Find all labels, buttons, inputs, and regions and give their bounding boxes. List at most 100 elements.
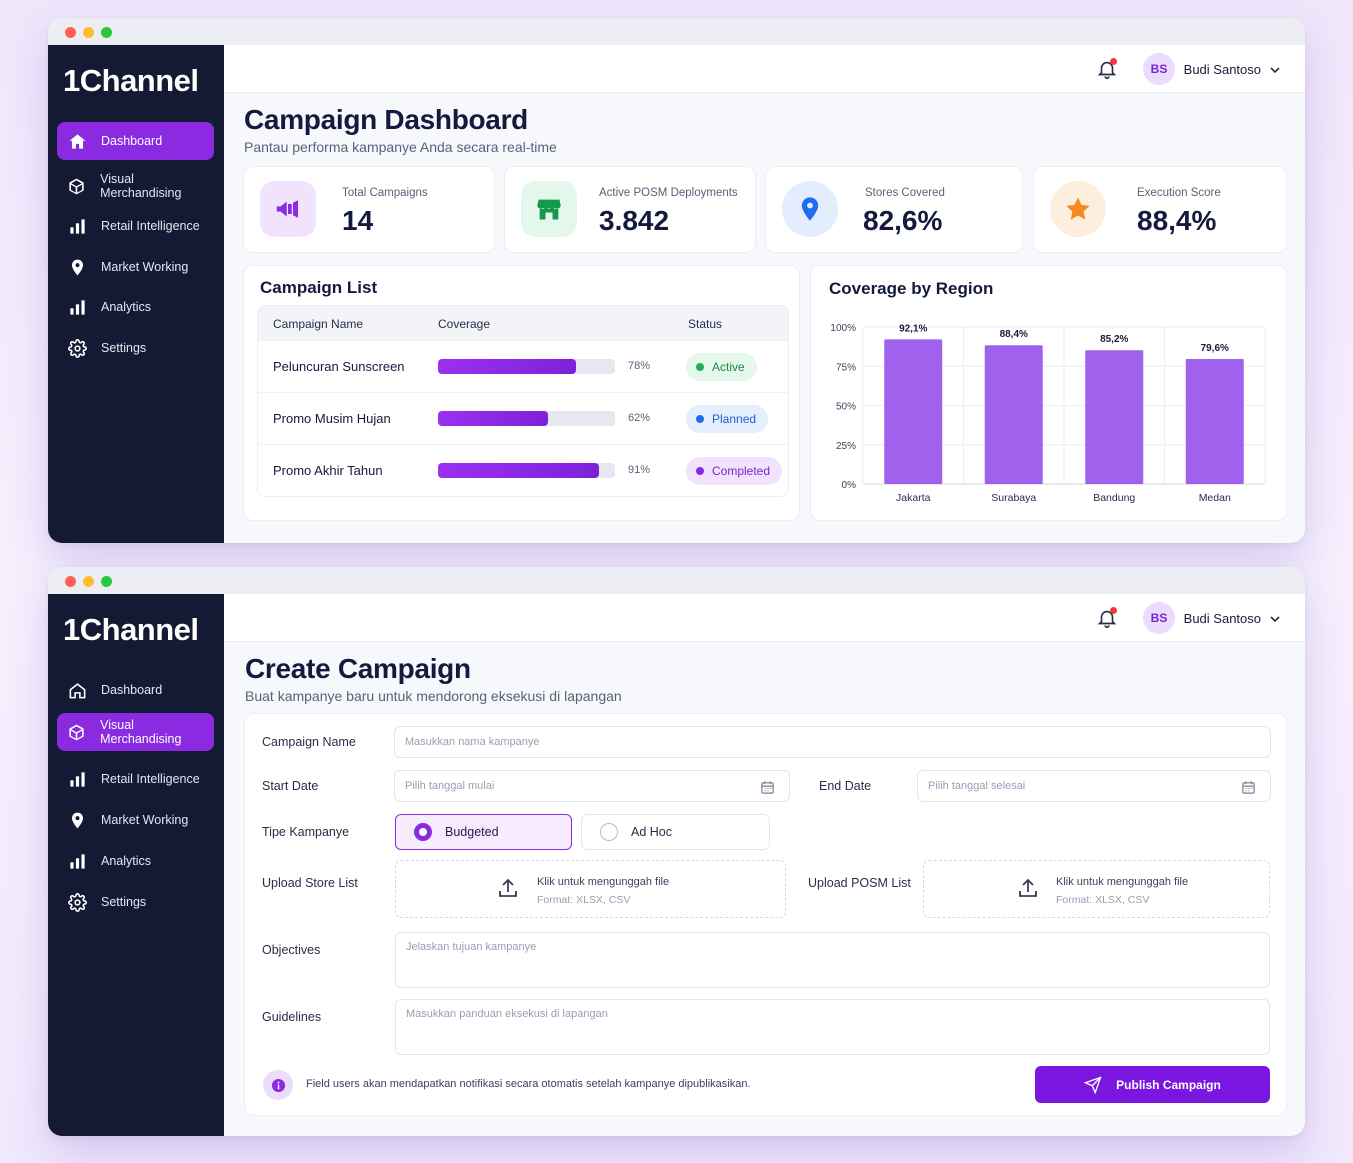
calendar-icon[interactable]: [1241, 780, 1256, 795]
notification-badge: [1110, 607, 1117, 614]
map-pin-icon: [66, 256, 88, 278]
publish-campaign-button[interactable]: Publish Campaign: [1035, 1066, 1270, 1103]
chevron-down-icon[interactable]: [1269, 613, 1281, 625]
upload-store-label: Upload Store List: [262, 876, 358, 890]
column-header-coverage: Coverage: [438, 317, 491, 331]
table-row[interactable]: Peluncuran Sunscreen 78% Active: [258, 340, 788, 392]
column-header-status: Status: [688, 317, 723, 331]
avatar[interactable]: BS: [1143, 602, 1175, 634]
sidebar-item-settings[interactable]: Settings: [57, 329, 214, 367]
sidebar-item-settings[interactable]: Settings: [57, 883, 214, 921]
stat-label: Execution Score: [1137, 187, 1221, 199]
sidebar-item-market-working[interactable]: Market Working: [57, 801, 214, 839]
sidebar-item-label: Retail Intelligence: [101, 772, 200, 786]
section-title: Coverage by Region: [829, 279, 994, 298]
map-pin-icon: [66, 809, 88, 831]
info-message: Field users akan mendapatkan notifikasi …: [306, 1078, 751, 1090]
location-icon: [782, 181, 838, 237]
start-date-placeholder: Pilih tanggal mulai: [405, 780, 495, 792]
campaign-name-label: Campaign Name: [262, 735, 356, 749]
notification-bell-icon[interactable]: [1096, 58, 1118, 80]
create-campaign-window: 1Channel Dashboard Visual Merchandising …: [48, 567, 1305, 1136]
sidebar-item-label: Retail Intelligence: [101, 219, 200, 233]
avatar[interactable]: BS: [1143, 53, 1175, 85]
status-label: Completed: [712, 464, 771, 478]
table-row[interactable]: Promo Musim Hujan 62% Planned: [258, 392, 788, 444]
y-tick-label: 50%: [836, 402, 856, 413]
radio-indicator: [600, 823, 618, 841]
column-header-name: Campaign Name: [273, 317, 364, 331]
sidebar-item-analytics[interactable]: Analytics: [57, 842, 214, 880]
status-label: Planned: [712, 412, 757, 426]
coverage-bar-fill: [438, 359, 577, 374]
sidebar-item-visual-merchandising[interactable]: Visual Merchandising: [57, 713, 214, 751]
minimize-window-button[interactable]: [83, 27, 94, 38]
minimize-window-button[interactable]: [83, 576, 94, 587]
maximize-window-button[interactable]: [101, 27, 112, 38]
page-subtitle: Buat kampanye baru untuk mendorong eksek…: [245, 688, 622, 704]
sidebar-item-label: Market Working: [101, 813, 189, 827]
notification-bell-icon[interactable]: [1096, 607, 1118, 629]
sidebar-item-label: Visual Merchandising: [100, 718, 182, 746]
table-row[interactable]: Promo Akhir Tahun 91% Completed: [258, 444, 788, 496]
chevron-down-icon[interactable]: [1269, 64, 1281, 76]
brand-logo: 1Channel: [63, 63, 199, 98]
close-window-button[interactable]: [65, 576, 76, 587]
radio-label: Budgeted: [445, 825, 499, 839]
sidebar-item-retail-intelligence[interactable]: Retail Intelligence: [57, 207, 214, 245]
campaign-name-input[interactable]: Masukkan nama kampanye: [394, 726, 1271, 758]
page-title: Campaign Dashboard: [244, 104, 528, 135]
megaphone-icon: [260, 181, 316, 237]
x-tick-label: Medan: [1199, 492, 1231, 504]
sidebar-item-market-working[interactable]: Market Working: [57, 248, 214, 286]
user-name[interactable]: Budi Santoso: [1183, 611, 1261, 626]
guidelines-textarea[interactable]: Masukkan panduan eksekusi di lapangan: [395, 999, 1270, 1055]
objectives-textarea[interactable]: Jelaskan tujuan kampanye: [395, 932, 1270, 988]
sidebar-item-label: Settings: [101, 895, 147, 909]
user-name[interactable]: Budi Santoso: [1183, 62, 1261, 77]
sidebar-item-label: Settings: [101, 341, 147, 355]
sidebar-item-dashboard[interactable]: Dashboard: [57, 671, 214, 709]
page-subtitle: Pantau performa kampanye Anda secara rea…: [244, 139, 557, 155]
maximize-window-button[interactable]: [101, 576, 112, 587]
upload-store-dropzone[interactable]: Klik untuk mengunggah file Format: XLSX,…: [395, 860, 786, 918]
bar-chart-icon: [66, 215, 88, 237]
sidebar-item-dashboard[interactable]: Dashboard: [57, 122, 214, 160]
upload-posm-dropzone[interactable]: Klik untuk mengunggah file Format: XLSX,…: [923, 860, 1270, 918]
status-dot: [696, 363, 704, 371]
end-date-input[interactable]: Pilih tanggal selesai: [917, 770, 1271, 802]
sidebar-item-retail-intelligence[interactable]: Retail Intelligence: [57, 760, 214, 798]
stat-card-stores-covered: Stores Covered 82,6%: [765, 166, 1023, 253]
status-dot: [696, 415, 704, 423]
sidebar-item-label: Market Working: [101, 260, 189, 274]
send-icon: [1084, 1075, 1102, 1094]
upload-prompt: Klik untuk mengunggah file: [537, 876, 670, 888]
calendar-icon[interactable]: [760, 780, 775, 795]
window-titlebar: [48, 567, 1305, 594]
sidebar-item-analytics[interactable]: Analytics: [57, 288, 214, 326]
start-date-input[interactable]: Pilih tanggal mulai: [394, 770, 790, 802]
close-window-button[interactable]: [65, 27, 76, 38]
table-header: Campaign Name Coverage Status: [258, 306, 788, 340]
sidebar-item-visual-merchandising[interactable]: Visual Merchandising: [57, 167, 214, 205]
coverage-bar: [438, 411, 615, 426]
page-title: Create Campaign: [245, 653, 471, 684]
publish-button-label: Publish Campaign: [1116, 1077, 1221, 1092]
coverage-bar: [438, 359, 615, 374]
campaign-name: Promo Musim Hujan: [273, 411, 391, 426]
stat-value: 14: [342, 205, 374, 236]
radio-ad-hoc[interactable]: Ad Hoc: [581, 814, 770, 850]
gear-icon: [66, 337, 88, 359]
bar-chart-icon: [66, 296, 88, 318]
chart-bar: [1185, 359, 1244, 484]
sidebar-item-label: Analytics: [101, 854, 152, 868]
star-icon: [1050, 181, 1106, 237]
radio-budgeted[interactable]: Budgeted: [395, 814, 572, 850]
dashboard-window: 1Channel Dashboard Visual Merchandising …: [48, 18, 1305, 543]
status-label: Active: [712, 360, 745, 374]
campaign-list-card: Campaign List Campaign Name Coverage Sta…: [243, 265, 800, 521]
status-badge: Planned: [686, 405, 769, 433]
upload-format: Format: XLSX, CSV: [537, 894, 631, 906]
brand-logo: 1Channel: [63, 612, 199, 647]
notification-badge: [1110, 58, 1117, 65]
